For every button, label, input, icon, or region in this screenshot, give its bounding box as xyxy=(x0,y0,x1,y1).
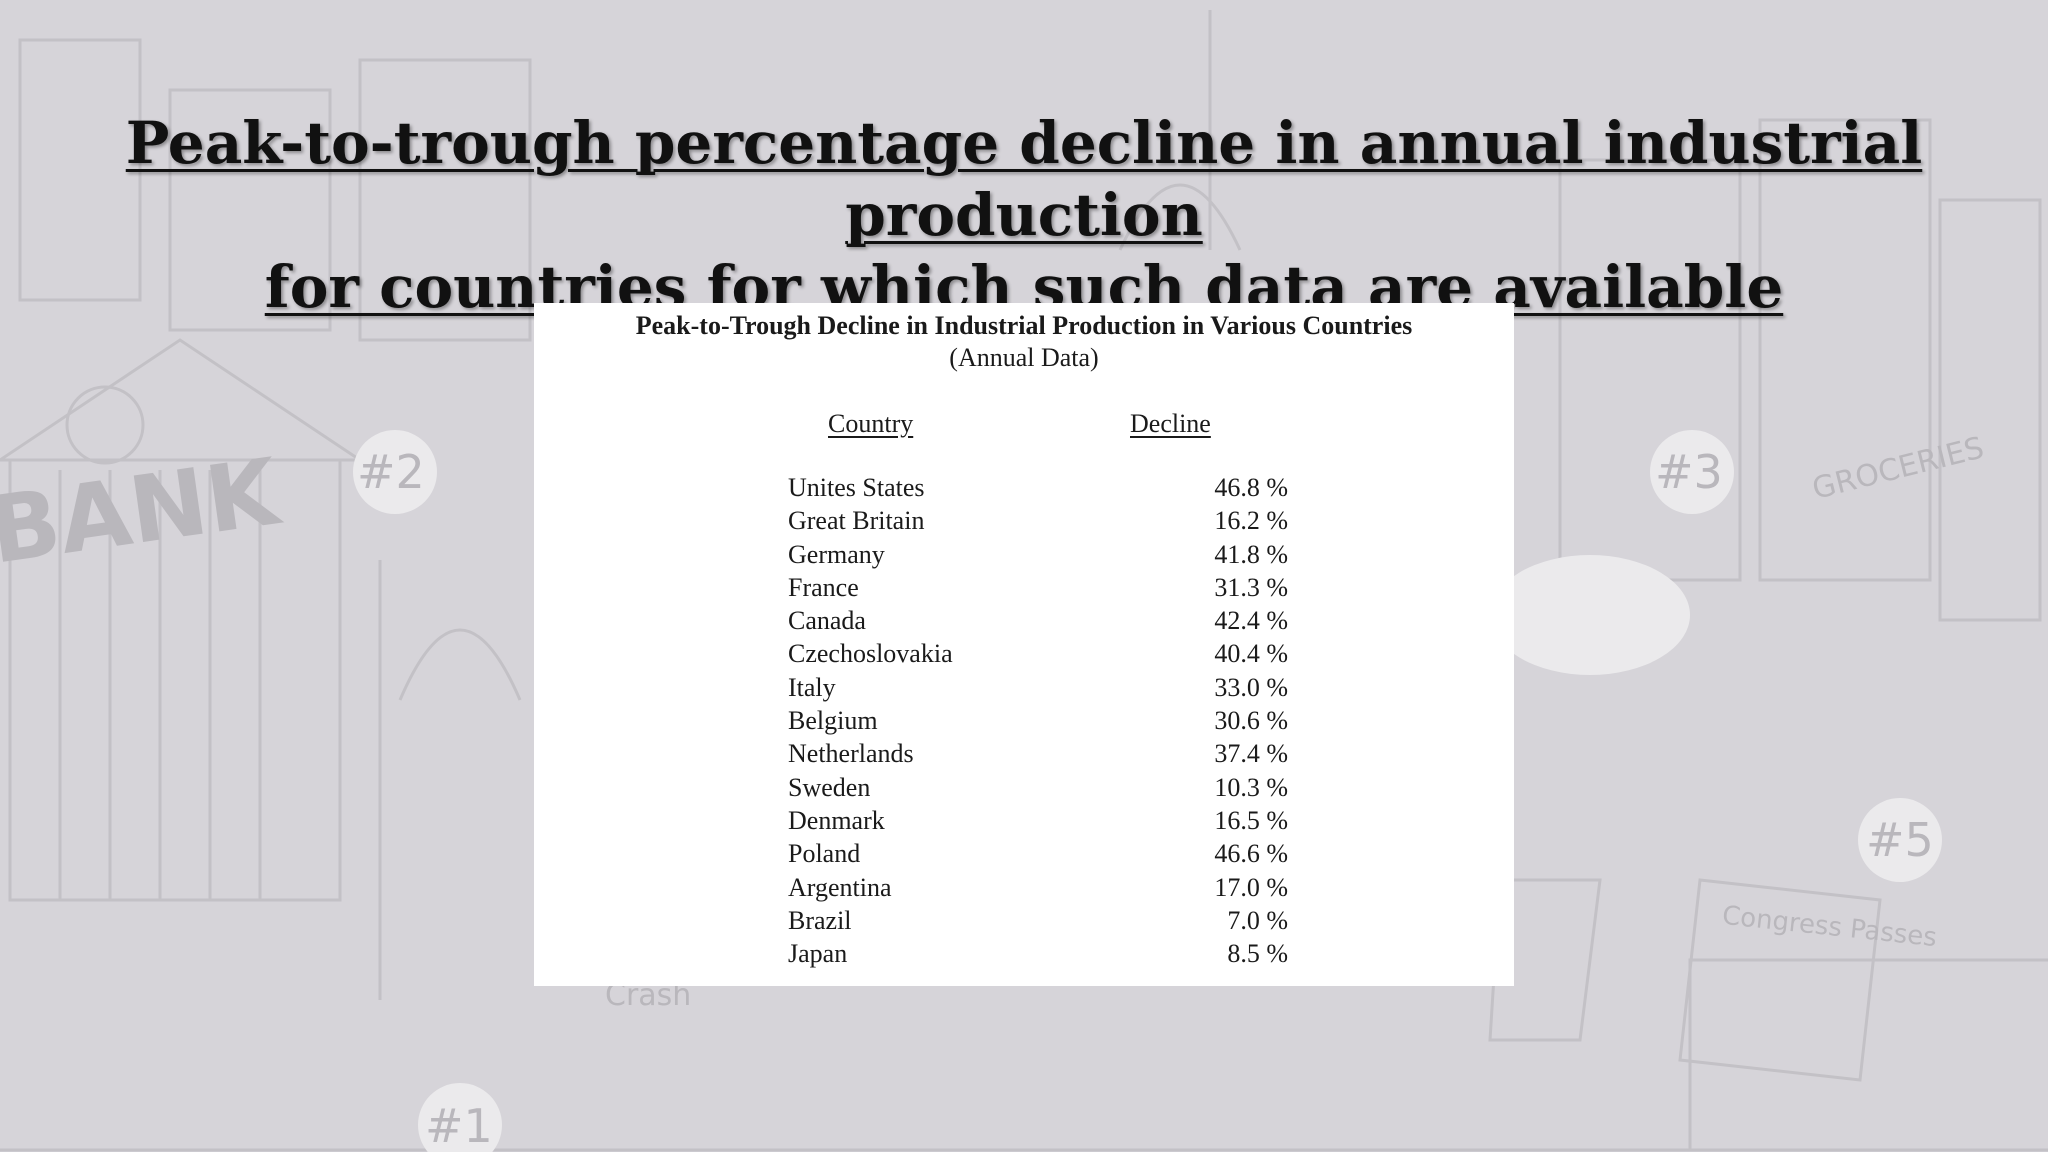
country-cell: Japan xyxy=(788,939,848,969)
country-cell: Canada xyxy=(788,606,866,636)
country-cell: France xyxy=(788,572,859,602)
column-header-decline: Decline xyxy=(1130,409,1211,438)
country-cell: Czechoslovakia xyxy=(788,639,953,669)
decline-cell: 7.0 % xyxy=(1227,905,1288,935)
table-row: Netherlands 37.4 % xyxy=(788,737,1288,770)
table-row: Brazil 7.0 % xyxy=(788,904,1288,937)
country-cell: Germany xyxy=(788,539,885,569)
country-cell: Argentina xyxy=(788,872,892,902)
bg-label-3: #3 xyxy=(1655,445,1723,499)
table-row: France 31.3 % xyxy=(788,571,1288,604)
bg-label-5: #5 xyxy=(1866,813,1934,867)
table-row: Canada 42.4 % xyxy=(788,604,1288,637)
slide-title: Peak-to-trough percentage decline in ann… xyxy=(60,107,1988,323)
table-title: Peak-to-Trough Decline in Industrial Pro… xyxy=(635,311,1413,340)
table-row: Italy 33.0 % xyxy=(788,671,1288,704)
decline-cell: 42.4 % xyxy=(1214,606,1288,636)
country-cell: Sweden xyxy=(788,772,871,802)
data-table-card: Peak-to-Trough Decline in Industrial Pro… xyxy=(534,303,1514,986)
bg-label-2: #2 xyxy=(357,445,425,499)
decline-cell: 40.4 % xyxy=(1214,639,1288,669)
country-cell: Italy xyxy=(788,672,836,702)
column-header-country: Country xyxy=(828,409,914,438)
decline-cell: 46.8 % xyxy=(1214,473,1288,502)
slide-title-line-1: Peak-to-trough percentage decline in ann… xyxy=(125,108,1923,249)
table-row: Belgium 30.6 % xyxy=(788,704,1288,737)
table-row: Japan 8.5 % xyxy=(788,937,1288,970)
table-row: Czechoslovakia 40.4 % xyxy=(788,637,1288,670)
table-rows: Unites States 46.8 % Great Britain 16.2 % Ge… xyxy=(788,471,1288,970)
bg-label-1: #1 xyxy=(425,1099,493,1152)
decline-cell: 41.8 % xyxy=(1214,539,1288,569)
country-cell: Great Britain xyxy=(788,506,925,536)
decline-cell: 33.0 % xyxy=(1214,672,1288,702)
table-row: Great Britain 16.2 % xyxy=(788,504,1288,537)
decline-cell: 31.3 % xyxy=(1214,572,1288,602)
decline-cell: 16.5 % xyxy=(1214,805,1288,835)
decline-cell: 16.2 % xyxy=(1214,506,1288,536)
country-cell: Netherlands xyxy=(788,739,914,769)
table-subtitle: (Annual Data) xyxy=(949,343,1099,372)
decline-cell: 37.4 % xyxy=(1214,739,1288,769)
country-cell: Poland xyxy=(788,839,861,869)
decline-cell: 17.0 % xyxy=(1214,872,1288,902)
decline-cell: 46.6 % xyxy=(1214,839,1288,869)
country-cell: Belgium xyxy=(788,706,878,736)
table-row: Unites States 46.8 % xyxy=(788,471,1288,504)
decline-cell: 30.6 % xyxy=(1214,706,1288,736)
country-cell: Brazil xyxy=(788,905,852,935)
table-row: Poland 46.6 % xyxy=(788,837,1288,870)
decline-cell: 8.5 % xyxy=(1227,939,1288,969)
country-cell: Denmark xyxy=(788,805,885,835)
decline-cell: 10.3 % xyxy=(1214,772,1288,802)
table-row: Denmark 16.5 % xyxy=(788,804,1288,837)
country-cell: Unites States xyxy=(788,473,925,502)
table-row: Sweden 10.3 % xyxy=(788,771,1288,804)
table-row: Germany 41.8 % xyxy=(788,538,1288,571)
table-row: Argentina 17.0 % xyxy=(788,871,1288,904)
